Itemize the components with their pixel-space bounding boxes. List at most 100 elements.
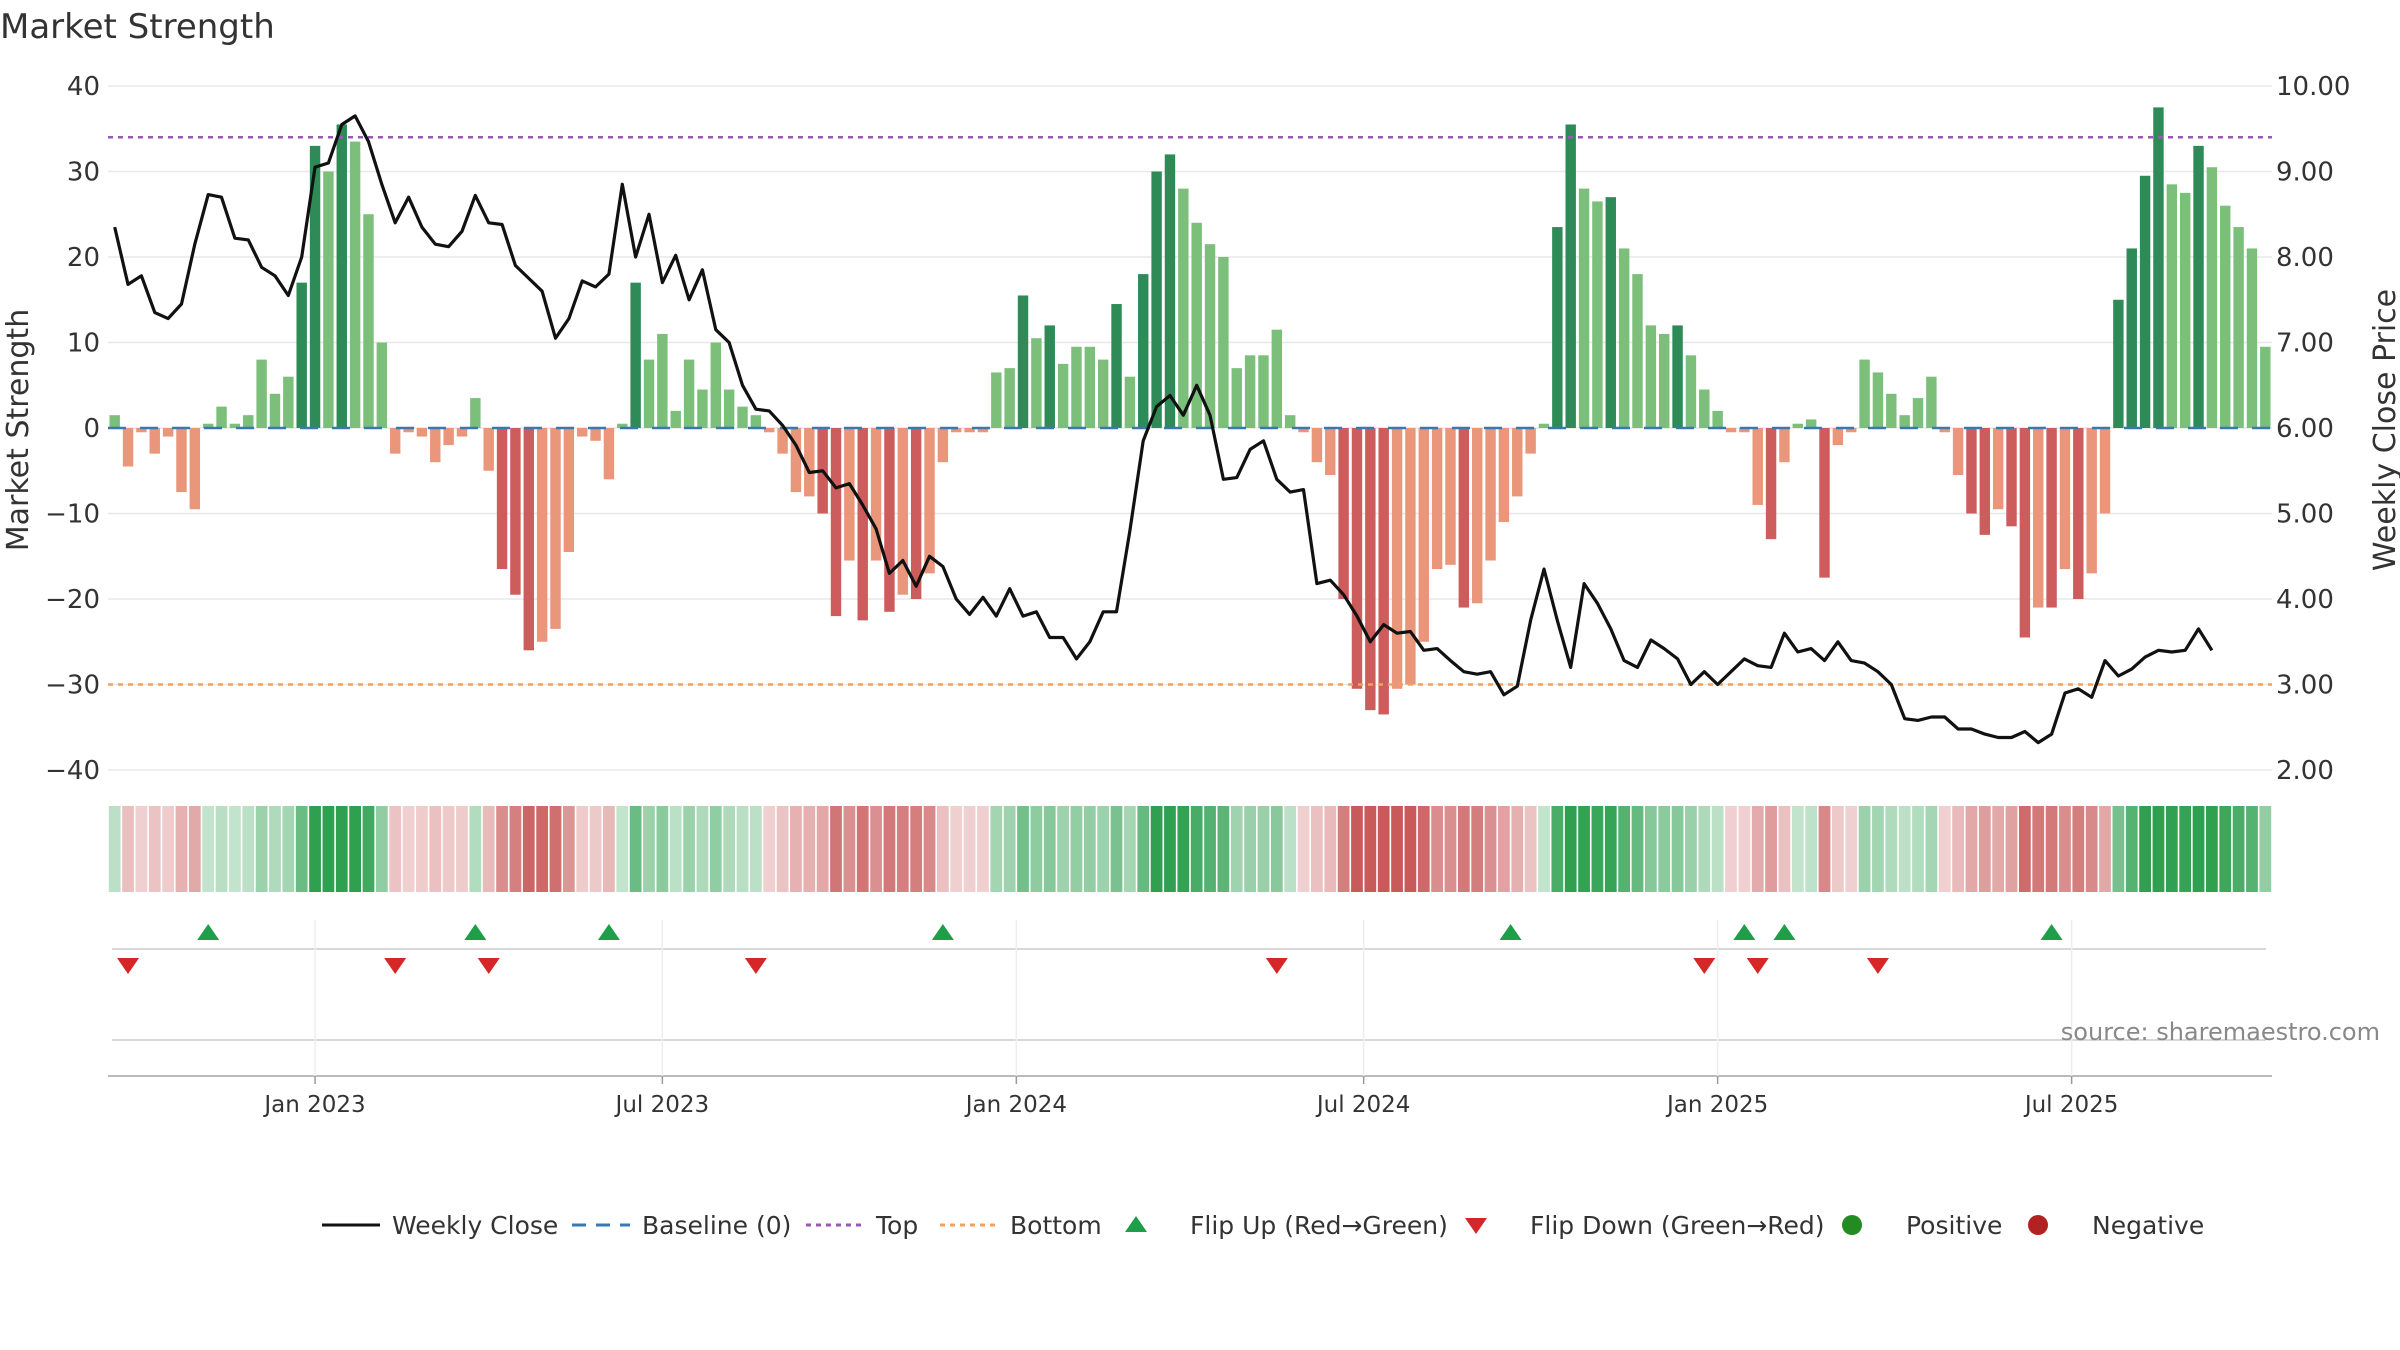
heat-cell	[896, 806, 909, 892]
strength-bar	[2046, 428, 2057, 608]
heat-cell	[2005, 806, 2018, 892]
strength-bar	[2193, 145, 2204, 428]
heat-cell	[2165, 806, 2178, 892]
legend-dot-icon	[1842, 1215, 1862, 1235]
heat-cell	[1898, 806, 1911, 892]
heat-cell	[509, 806, 522, 892]
strength-bar	[2206, 167, 2218, 428]
heat-cell	[309, 806, 321, 892]
x-tick-label: Jan 2023	[262, 1092, 365, 1118]
heat-cell	[175, 806, 188, 892]
strength-bar	[2166, 184, 2178, 428]
y-tick-left-label: −10	[45, 500, 100, 530]
heat-cell	[122, 806, 134, 892]
heat-cell	[643, 806, 655, 892]
strength-bar	[910, 428, 922, 599]
heat-cell	[429, 806, 442, 892]
strength-bar	[1084, 346, 1096, 428]
y-tick-right-label: 7.00	[2276, 329, 2334, 359]
legend-label: Flip Up (Red→Green)	[1190, 1211, 1448, 1240]
strength-bar	[1979, 428, 1991, 535]
heat-cell	[1818, 806, 1831, 892]
heat-cell	[1658, 806, 1671, 892]
strength-bar	[1832, 428, 1844, 446]
heat-cell	[1030, 806, 1043, 892]
strength-bar	[229, 423, 241, 428]
strength-bar	[710, 342, 721, 428]
flip-down-marker	[1693, 958, 1716, 974]
heat-cell	[1938, 806, 1951, 892]
heat-cell	[536, 806, 549, 892]
strength-bar	[777, 428, 788, 454]
heat-cell	[202, 806, 215, 892]
strength-bar	[1645, 325, 1657, 428]
flip-up-marker	[1499, 924, 1522, 940]
heat-cell	[1858, 806, 1871, 892]
strength-bar	[456, 428, 468, 437]
heat-cell	[1083, 806, 1096, 892]
strength-bar	[1578, 188, 1590, 428]
y-tick-left-label: 20	[67, 243, 100, 273]
strength-bar	[804, 428, 815, 497]
strength-bar	[1298, 428, 1309, 433]
strength-bar	[1097, 359, 1109, 428]
strength-bar	[870, 428, 882, 561]
strength-bar	[617, 423, 628, 428]
strength-bar	[2220, 205, 2231, 428]
heat-cell	[1738, 806, 1751, 892]
strength-bar	[643, 359, 655, 428]
strength-bar	[2113, 299, 2124, 428]
strength-bar	[1431, 428, 1443, 570]
heat-cell	[442, 806, 455, 892]
heat-cell	[1230, 806, 1243, 892]
strength-bar	[443, 428, 454, 446]
heat-cell	[843, 806, 856, 892]
heat-cell	[589, 806, 602, 892]
strength-bar	[1258, 355, 1269, 428]
strength-bar	[1057, 363, 1069, 428]
flip-up-marker	[931, 924, 954, 940]
strength-bar	[202, 423, 214, 428]
strength-bar	[1017, 295, 1029, 428]
strength-bar	[2019, 428, 2031, 638]
x-tick-label: Jan 2024	[964, 1092, 1067, 1118]
heat-cell	[1057, 806, 1069, 892]
strength-bar	[389, 428, 401, 454]
heat-cell	[389, 806, 402, 892]
heat-cell	[1257, 806, 1270, 892]
strength-bar	[951, 428, 962, 433]
strength-bar	[1632, 274, 1643, 428]
strength-bar	[924, 428, 935, 574]
y-tick-left-label: 30	[67, 158, 100, 188]
strength-bar	[269, 393, 281, 428]
legend: Weekly Close Baseline (0) Top Bottom Flip Up…	[322, 1211, 2204, 1240]
strength-bar	[1471, 428, 1483, 604]
heat-cell	[469, 806, 482, 892]
heat-cell	[1003, 806, 1016, 892]
heat-cell	[776, 806, 789, 892]
strength-bar	[1525, 428, 1536, 454]
flip-down-marker	[1746, 958, 1769, 974]
strength-bar	[2033, 428, 2044, 608]
strength-bar	[1391, 428, 1403, 689]
heat-cell	[1204, 806, 1216, 892]
strength-bar	[1992, 428, 2004, 510]
heat-cell	[870, 806, 882, 892]
strength-bar	[1351, 428, 1363, 689]
legend-label: Negative	[2092, 1211, 2204, 1240]
flip-up-marker	[1773, 924, 1796, 940]
y-tick-left-label: 40	[67, 72, 100, 102]
heat-cell	[683, 806, 695, 892]
strength-bar	[1846, 428, 1857, 433]
heat-cell	[2112, 806, 2125, 892]
strength-bar	[323, 171, 334, 428]
strength-bar	[1445, 428, 1456, 565]
legend-flip-up-icon	[1125, 1216, 1147, 1232]
strength-bar	[1284, 415, 1296, 428]
strength-bar	[830, 428, 842, 617]
heat-cell	[749, 806, 762, 892]
heat-cell	[603, 806, 615, 892]
strength-bar	[416, 428, 428, 437]
strength-bar	[2233, 227, 2244, 428]
heat-cell	[1404, 806, 1417, 892]
